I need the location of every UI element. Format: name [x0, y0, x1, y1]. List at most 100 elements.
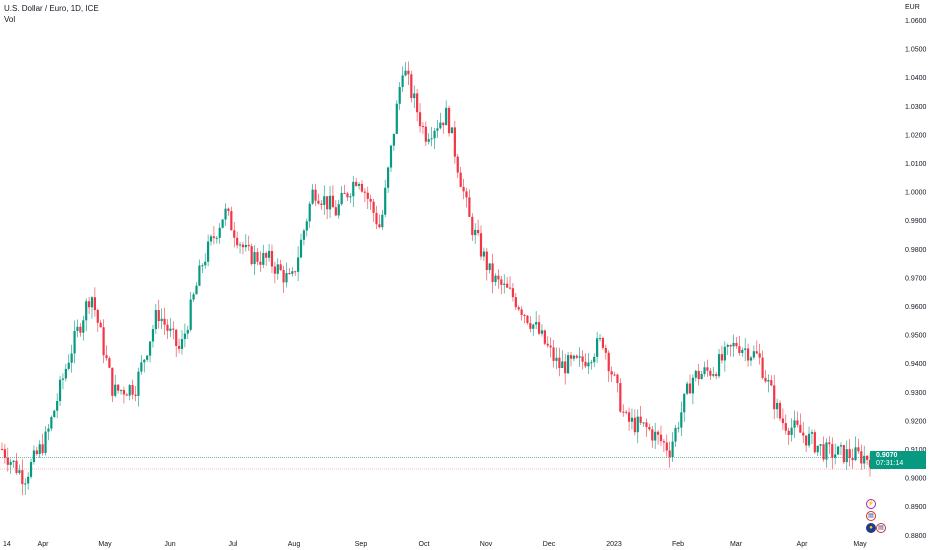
- candle-body: [21, 470, 24, 485]
- candle-body: [67, 362, 70, 369]
- candle-body: [346, 193, 349, 198]
- y-tick-label: 0.9400: [905, 361, 927, 368]
- candle-body: [758, 353, 761, 358]
- candle-body: [610, 371, 613, 375]
- x-tick-label: Oct: [419, 541, 430, 548]
- candle-body: [299, 239, 303, 258]
- y-tick-label: 0.9700: [905, 275, 927, 282]
- y-tick-label: 0.9500: [905, 333, 927, 340]
- candle-body: [401, 75, 404, 88]
- candle-body: [787, 430, 790, 436]
- bar-countdown: 07:31:14: [876, 460, 904, 467]
- candle-body: [82, 320, 85, 333]
- candle-body: [291, 271, 294, 274]
- candle-body: [61, 378, 65, 380]
- candle-body: [114, 384, 117, 396]
- candle-body: [366, 192, 369, 199]
- candle-body: [700, 374, 703, 380]
- candle-body: [790, 427, 793, 436]
- candle-body: [474, 229, 477, 236]
- candle-body: [125, 394, 128, 396]
- candle-body: [0, 449, 4, 450]
- candle-body: [572, 355, 575, 359]
- candle-body: [575, 355, 578, 358]
- candle-body: [259, 261, 262, 265]
- y-tick-label: 0.8900: [905, 504, 927, 511]
- candle-body: [305, 221, 308, 231]
- y-tick-label: 1.0600: [905, 18, 927, 25]
- candle-body: [476, 229, 480, 234]
- candle-body: [247, 244, 250, 247]
- candle-body: [683, 393, 686, 413]
- us-flag-icon[interactable]: ▤: [866, 511, 876, 521]
- candle-body: [694, 370, 697, 378]
- candle-body: [822, 444, 825, 460]
- candle-body: [671, 441, 674, 458]
- candle-body: [453, 127, 456, 157]
- candle-body: [262, 252, 265, 265]
- x-tick-label: Jul: [229, 541, 238, 548]
- candle-body: [613, 374, 616, 376]
- y-tick-label: 0.9100: [905, 447, 927, 454]
- candle-body: [180, 339, 184, 349]
- candle-body: [244, 244, 247, 248]
- candle-body: [442, 122, 445, 126]
- candle-body: [105, 355, 108, 359]
- candle-body: [53, 410, 56, 418]
- candle-body: [227, 208, 230, 212]
- candle-body: [363, 191, 366, 193]
- candle-body: [471, 216, 474, 236]
- candle-body: [6, 457, 9, 465]
- candle-body: [506, 283, 509, 288]
- symbol-title[interactable]: U.S. Dollar / Euro, 1D, ICE: [4, 4, 99, 13]
- y-axis-currency: EUR: [905, 4, 920, 11]
- candle-body: [241, 244, 245, 248]
- candle-body: [749, 357, 753, 361]
- candle-body: [732, 342, 735, 347]
- candle-body: [810, 432, 814, 434]
- candle-body: [537, 322, 541, 334]
- candle-body: [590, 362, 593, 364]
- us-flag-icon-2[interactable]: ▤: [876, 523, 886, 533]
- y-tick-label: 0.9000: [905, 476, 927, 483]
- candle-body: [688, 383, 692, 394]
- candle-body: [177, 345, 181, 349]
- x-tick-label: Jun: [164, 541, 175, 548]
- candle-body: [378, 224, 381, 228]
- candle-body: [851, 457, 854, 461]
- eu-flag-icon[interactable]: ●: [866, 523, 876, 533]
- candle-body: [265, 252, 268, 258]
- candle-body: [70, 353, 73, 363]
- candle-body: [256, 252, 259, 262]
- candle-body: [375, 212, 378, 225]
- candle-body: [204, 261, 207, 266]
- x-tick-label: Sep: [355, 541, 368, 548]
- candle-body: [355, 181, 358, 186]
- x-tick-label: Mar: [730, 541, 743, 548]
- candle-body: [529, 323, 532, 329]
- candle-body: [218, 227, 221, 238]
- candle-body: [825, 442, 828, 460]
- candle-body: [691, 377, 695, 394]
- candle-body: [494, 275, 497, 282]
- candle-body: [334, 207, 337, 216]
- candle-body: [549, 345, 552, 348]
- candle-body: [207, 241, 210, 262]
- candle-body: [85, 301, 88, 321]
- x-tick-label: May: [853, 541, 867, 548]
- candle-body: [839, 445, 843, 447]
- candle-body: [433, 130, 436, 139]
- candle-body: [697, 370, 700, 380]
- candle-body: [720, 354, 724, 361]
- candle-body: [195, 285, 198, 295]
- candle-body: [776, 402, 779, 410]
- candle-body: [813, 432, 816, 453]
- candle-body: [546, 343, 549, 346]
- candle-body: [96, 309, 99, 323]
- lightning-icon[interactable]: ⚡: [866, 499, 876, 509]
- volume-indicator-label[interactable]: Vol: [4, 15, 16, 24]
- candle-body: [79, 326, 82, 333]
- candle-body: [752, 351, 755, 358]
- y-tick-label: 1.0000: [905, 190, 927, 197]
